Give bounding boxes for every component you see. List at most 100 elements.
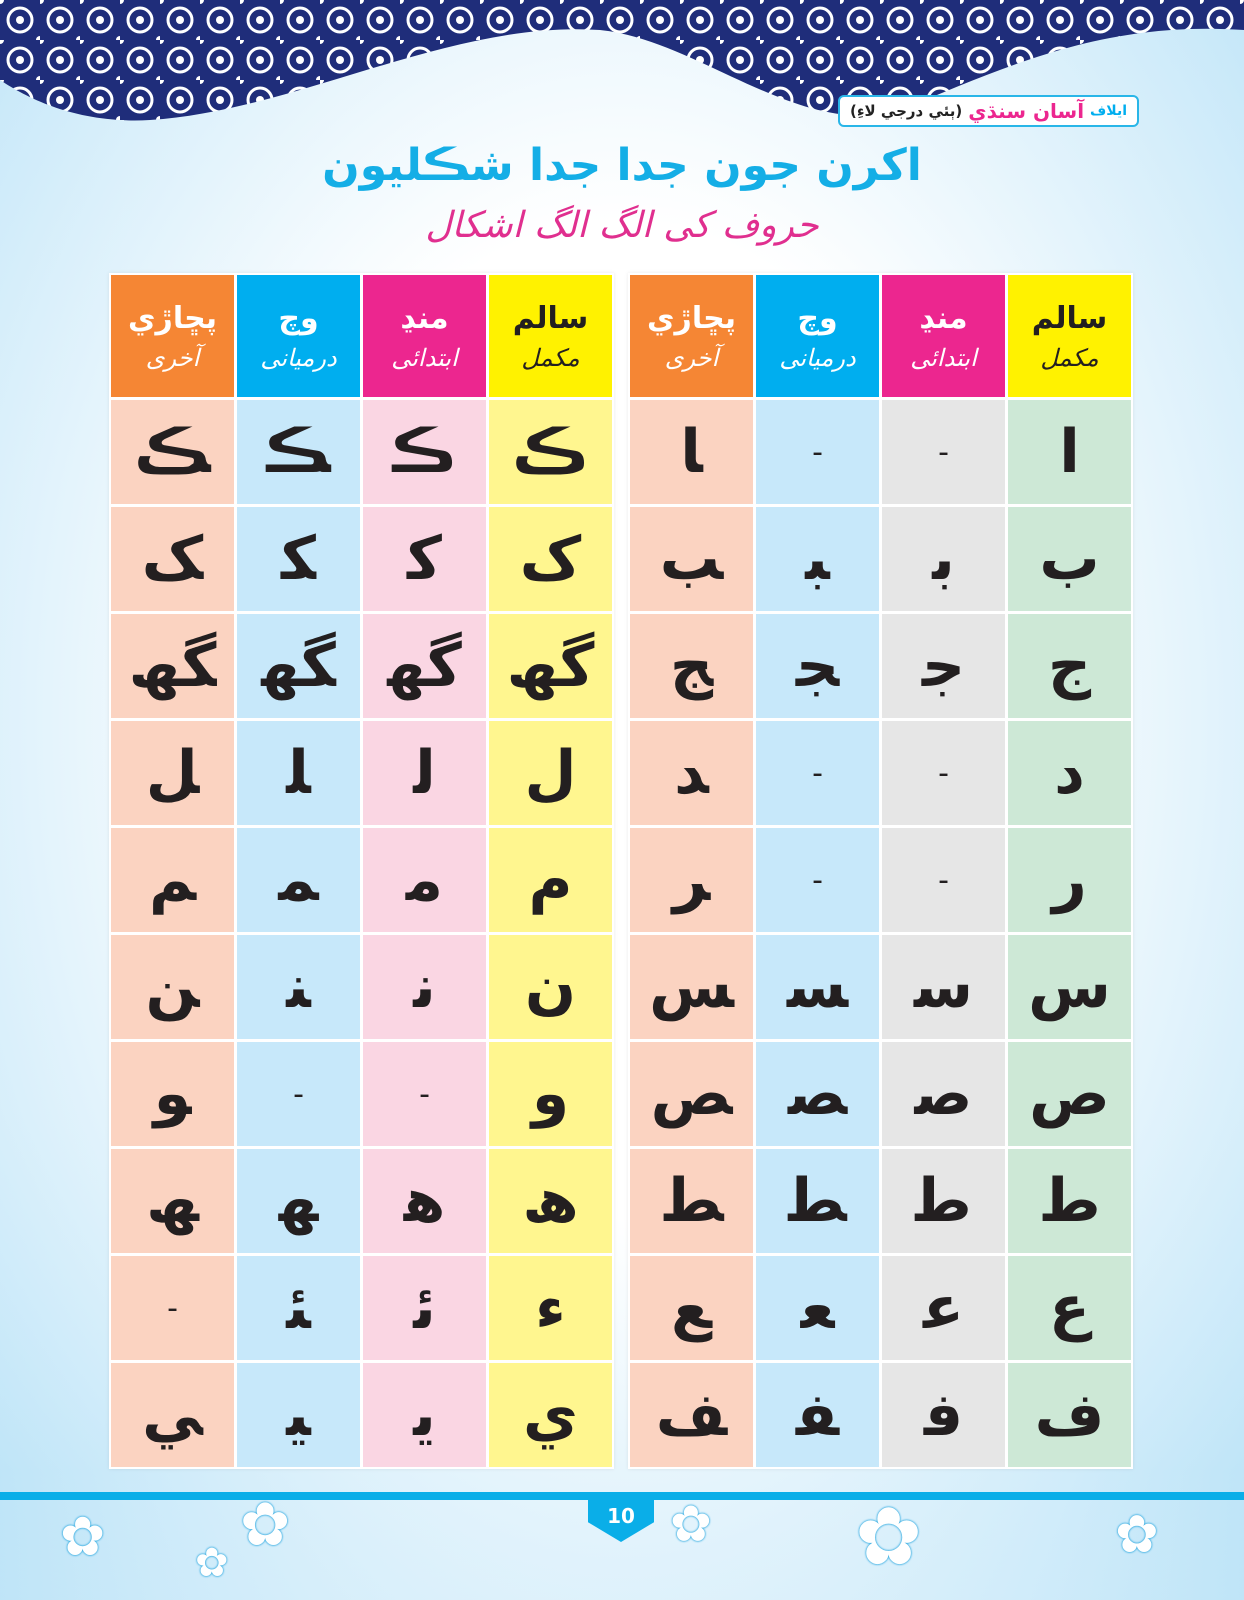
letter-form-cell: ھ‍ [363,1149,486,1253]
letter-form-cell: م‍ [363,828,486,932]
letter-form-cell: ‍ي [111,1363,234,1467]
letter-form-cell: ب [1008,507,1131,611]
letter-form-cell: گھ‍ [363,614,486,718]
letter-form-cell: ‍م [111,828,234,932]
letter-form-cell: ‍گھ [111,614,234,718]
letter-form-cell: ‍ر [630,828,753,932]
column-header-sindhi: سالم [1031,300,1108,336]
letter-form-cell: - [756,721,879,825]
column-header: سالم مکمل [489,275,612,397]
letter-form-cell: ‍ي‍ [237,1363,360,1467]
letter-form-cell: ‍ا [630,400,753,504]
letter-form-cell: ‍م‍ [237,828,360,932]
column-header-sindhi: منڍ [400,300,449,336]
letter-form-cell: - [756,400,879,504]
column-header-sindhi: پڇاڙي [647,300,736,336]
letter-form-cell: ر [1008,828,1131,932]
ajrak-banner [0,0,1244,130]
page-title: اکرن جون جدا جدا شڪليون [322,140,922,191]
letter-form-cell: ‍ل‍ [237,721,360,825]
column-header-urdu: ابتدائی [910,343,977,372]
column-header-urdu: ابتدائی [391,343,458,372]
book-brand-label: ايلاف آسان سنڌي (ٻئي درجي لاءِ) [838,95,1139,127]
letter-form-cell: - [882,721,1005,825]
letter-form-cell: ‍گھ‍ [237,614,360,718]
letter-form-cell: ب‍ [882,507,1005,611]
column-header-sindhi: سالم [512,300,589,336]
letter-form-cell: س‍ [882,935,1005,1039]
letter-form-cell: ‍و [111,1042,234,1146]
letter-form-cell: ‍ئ‍ [237,1256,360,1360]
letter-form-cell: ع‍ [882,1256,1005,1360]
letter-form-cell: - [882,828,1005,932]
brand-name: آسان سنڌي [968,99,1085,123]
letter-form-cell: ع [1008,1256,1131,1360]
letter-form-cell: ف [1008,1363,1131,1467]
letter-form-cell: ڪ [489,400,612,504]
letter-form-cell: - [882,400,1005,504]
column-header-urdu: مکمل [1040,343,1099,372]
letter-form-cell: ن [489,935,612,1039]
column-header: وچ درمیانی [756,275,879,397]
column-header-sindhi: پڇاڙي [128,300,217,336]
letter-form-cell: ‍ج [630,614,753,718]
letter-form-cell: ئ‍ [363,1256,486,1360]
letter-form-cell: ‍ع [630,1256,753,1360]
letter-form-cell: م [489,828,612,932]
letter-form-cell: ط [1008,1149,1131,1253]
letters-table-right: سالم مکمل منڍ ابتدائی وچ درمیانی پڇاڙي آخری ا - -‍… [628,273,1133,1469]
letter-form-cell: ط‍ [882,1149,1005,1253]
letter-form-cell: ‍ج‍ [756,614,879,718]
flower-icon: ✿ [855,1490,923,1583]
letter-form-cell: ي [489,1363,612,1467]
column-header: منڍ ابتدائی [363,275,486,397]
letter-form-cell: ‍ف [630,1363,753,1467]
letter-form-cell: ک [489,507,612,611]
letter-form-cell: ج‍ [882,614,1005,718]
letter-form-cell: ا [1008,400,1131,504]
letter-form-cell: د [1008,721,1131,825]
column-header: سالم مکمل [1008,275,1131,397]
letter-form-cell: ج [1008,614,1131,718]
column-header: وچ درمیانی [237,275,360,397]
letter-form-cell: - [237,1042,360,1146]
footer-bar [0,1492,1244,1500]
letter-form-cell: ص [1008,1042,1131,1146]
letter-form-cell: - [756,828,879,932]
letter-form-cell: ‍ھ‍ [237,1149,360,1253]
letter-form-cell: ‍ب‍ [756,507,879,611]
letter-form-cell: س [1008,935,1131,1039]
letter-form-cell: ‍ن [111,935,234,1039]
column-header-urdu: آخری [664,343,719,372]
letter-form-cell: ل [489,721,612,825]
letter-form-cell: ‍ط‍ [756,1149,879,1253]
letter-form-cell: ڪ‍ [363,400,486,504]
letter-form-cell: ل‍ [363,721,486,825]
letter-form-cell: ‍ڪ [111,400,234,504]
flower-icon: ✿ [240,1490,291,1560]
letter-form-cell: ي‍ [363,1363,486,1467]
letter-form-cell: ‍ع‍ [756,1256,879,1360]
letter-form-cell: ‍ب [630,507,753,611]
letter-form-cell: ‍س [630,935,753,1039]
letter-form-cell: ‍ص‍ [756,1042,879,1146]
letter-form-cell: ف‍ [882,1363,1005,1467]
letter-form-cell: ‍ھ [111,1149,234,1253]
column-header-sindhi: منڍ [919,300,968,336]
column-header: منڍ ابتدائی [882,275,1005,397]
letter-form-cell: ‍د [630,721,753,825]
letter-form-cell: ھ [489,1149,612,1253]
letter-form-cell: - [363,1042,486,1146]
letter-form-cell: ‍ل [111,721,234,825]
letter-form-cell: ء [489,1256,612,1360]
column-header-sindhi: وچ [278,300,319,336]
letter-form-cell: ‍س‍ [756,935,879,1039]
column-header-urdu: مکمل [521,343,580,372]
brand-suffix: (ٻئي درجي لاءِ) [850,102,963,120]
letters-table-left: سالم مکمل منڍ ابتدائی وچ درمیانی پڇاڙي آخری ڪ ڪ‍‍… [109,273,614,1469]
column-header-sindhi: وچ [797,300,838,336]
letter-form-cell: ن‍ [363,935,486,1039]
flower-icon: ✿ [670,1495,712,1553]
letter-form-cell: ‍ط [630,1149,753,1253]
letter-form-cell: ‍ڪ‍ [237,400,360,504]
